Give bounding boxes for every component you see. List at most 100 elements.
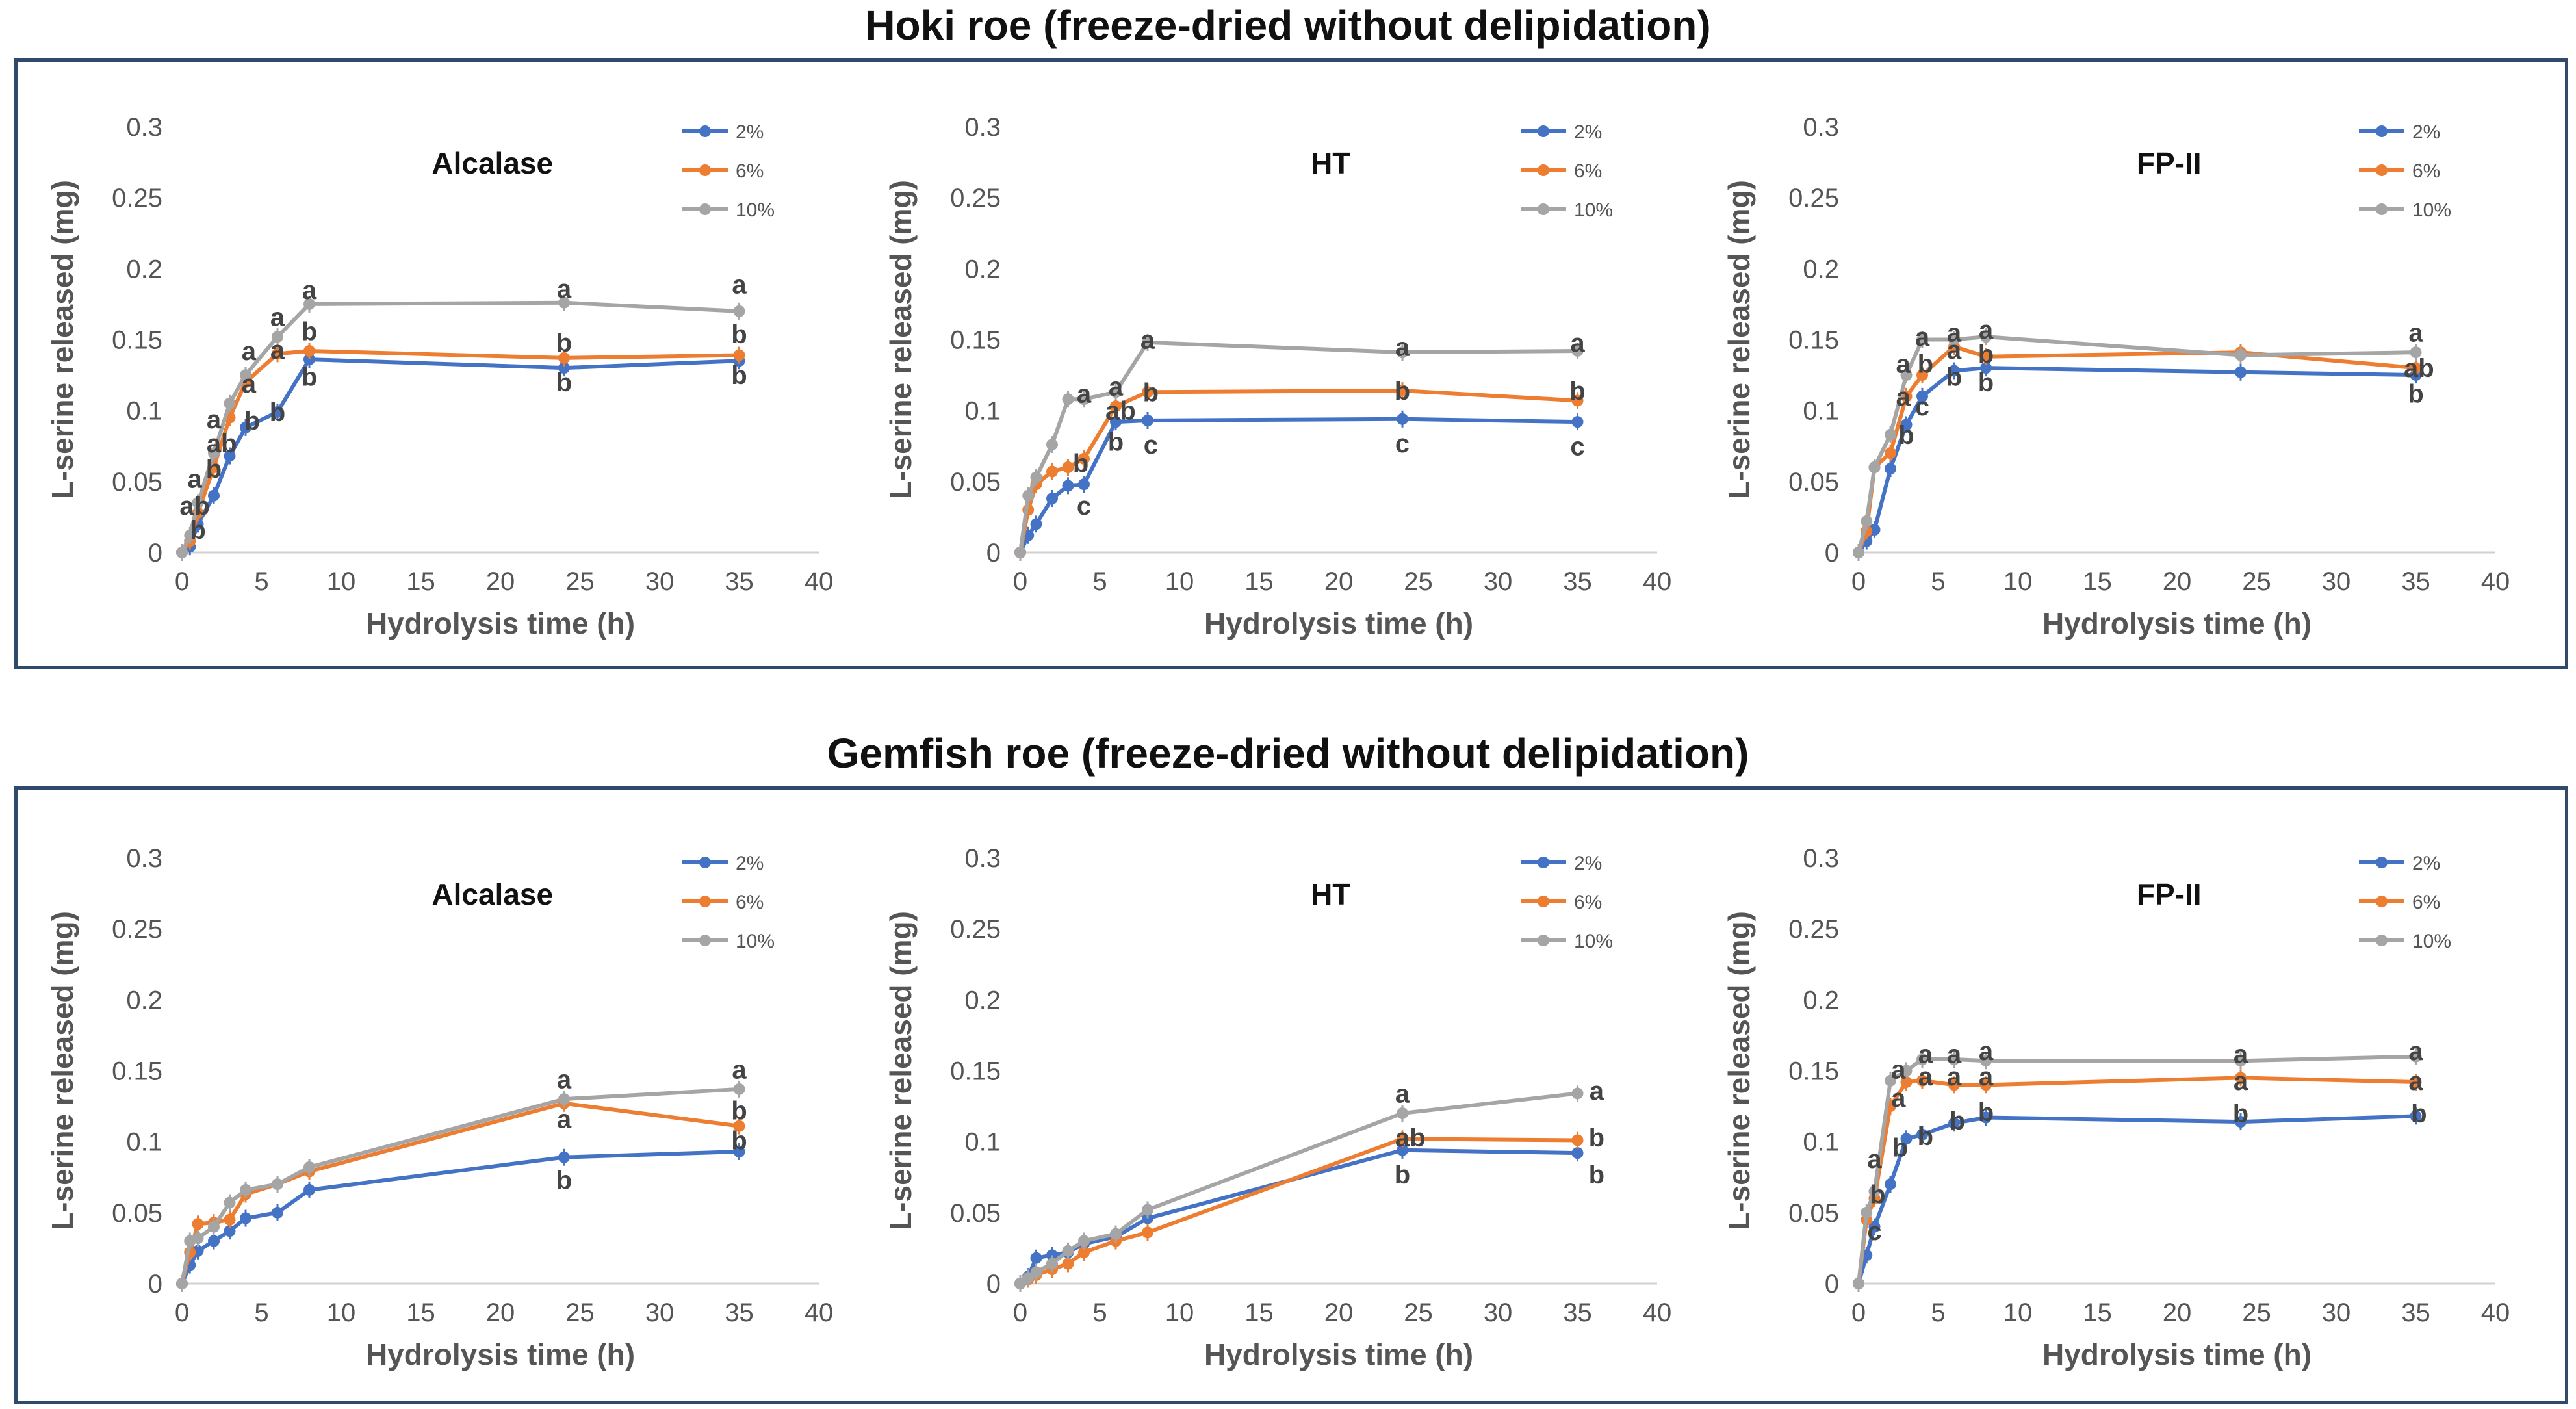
data-point (240, 369, 251, 381)
x-tick-label: 15 (1244, 1299, 1274, 1327)
data-point (2235, 1116, 2247, 1128)
series-line-2pct (1019, 1148, 1578, 1286)
y-tick-label: 0 (986, 1270, 1001, 1299)
significance-label: b (1898, 421, 1914, 450)
data-point (1571, 344, 1584, 357)
data-point (1916, 1074, 1928, 1087)
y-tick-label: 0.1 (1803, 1128, 1839, 1157)
data-point (1868, 1185, 1881, 1198)
data-point (1062, 393, 1074, 406)
series-line-6pct (180, 1101, 740, 1284)
data-point (1142, 1204, 1153, 1216)
x-tick-label: 40 (1643, 567, 1672, 596)
significance-label: b (1918, 350, 1933, 379)
y-tick-label: 0.1 (1803, 397, 1839, 426)
data-point (192, 497, 204, 509)
data-point (1900, 1065, 1913, 1077)
chart-hoki-alcalase: 0 0.05 0.1 0.15 0.2 0.25 0.3 0 5 10 15 20 25 30 35 40 Hy… (45, 113, 834, 640)
legend-marker (1538, 164, 1549, 176)
x-tick-label: 35 (1563, 567, 1592, 596)
y-tick-label: 0.05 (112, 468, 162, 497)
y-tick-label: 0.3 (1803, 844, 1839, 873)
data-point (1885, 1074, 1896, 1087)
significance-label: a (2408, 1037, 2423, 1066)
data-point (303, 1161, 315, 1173)
data-point (1916, 333, 1928, 346)
significance-label: b (556, 329, 572, 357)
significance-label: a (302, 276, 317, 305)
legend-label: 6% (2412, 161, 2440, 182)
significance-label: b (1870, 1180, 1885, 1209)
x-tick-label: 30 (645, 567, 675, 596)
data-point (240, 1212, 251, 1224)
significance-label: b (1395, 1161, 1410, 1189)
data-point (558, 1151, 570, 1163)
section-box-gemfish (14, 786, 2568, 1404)
significance-label: a (1918, 1063, 1933, 1091)
y-tick-label: 0.05 (1788, 1199, 1839, 1228)
y-tick-label: 0 (1825, 539, 1839, 567)
legend-label: 10% (2412, 200, 2451, 221)
significance-label: a (1947, 336, 1962, 365)
y-tick-label: 0.15 (950, 326, 1001, 355)
significance-label: c (1144, 431, 1158, 459)
data-point (1980, 362, 1992, 374)
significance-label: b (244, 407, 260, 435)
significance-label: a (1077, 380, 1092, 408)
data-point (208, 447, 220, 459)
data-point (1142, 1226, 1153, 1239)
y-axis-title: L-serine released (mg) (45, 180, 79, 499)
significance-label: c (1867, 1217, 1881, 1246)
data-point (2410, 1110, 2422, 1122)
data-point (1948, 1054, 1960, 1066)
legend-marker (699, 935, 711, 946)
legend-marker (699, 857, 711, 868)
legend-label: 2% (1574, 853, 1602, 874)
data-point (240, 421, 251, 433)
significance-label: b (556, 368, 572, 397)
significance-label: a (242, 370, 257, 398)
series-line-6pct (180, 348, 740, 554)
significance-label: ab (1105, 397, 1136, 426)
data-point (272, 348, 283, 360)
x-tick-label: 0 (1013, 567, 1027, 596)
data-point (1885, 447, 1896, 459)
significance-label: a (1918, 1040, 1933, 1068)
significance-label: a (242, 337, 257, 366)
data-point (2235, 349, 2247, 361)
legend-marker (1538, 935, 1549, 946)
x-tick-label: 40 (805, 567, 834, 596)
data-point (1078, 478, 1090, 491)
x-tick-label: 20 (2163, 567, 2192, 596)
legend-marker (699, 125, 711, 137)
series-line-2pct (1018, 417, 1578, 554)
significance-label: b (731, 361, 747, 390)
data-point (1916, 369, 1928, 381)
y-tick-label: 0.3 (126, 113, 162, 142)
significance-label: a (1395, 1079, 1410, 1108)
data-point (1571, 1087, 1584, 1100)
x-tick-label: 5 (1931, 567, 1945, 596)
significance-label: b (731, 320, 747, 349)
significance-label: a (207, 406, 222, 434)
significance-label: c (1570, 432, 1584, 461)
data-point (1885, 1178, 1896, 1191)
data-point (1868, 461, 1881, 473)
y-tick-label: 0.05 (950, 468, 1001, 497)
significance-label: b (1918, 1122, 1933, 1151)
significance-label: b (1073, 449, 1088, 478)
data-point (1980, 350, 1992, 363)
data-point (1900, 369, 1913, 381)
data-point (1571, 416, 1584, 428)
data-point (2235, 1072, 2247, 1084)
significance-label: b (302, 317, 317, 346)
data-point (1571, 394, 1584, 407)
data-point (192, 1218, 204, 1230)
data-point (176, 1278, 188, 1289)
significance-label: b (2408, 380, 2423, 408)
legend-label: 6% (1574, 161, 1602, 182)
significance-label: b (556, 1167, 572, 1195)
data-point (1980, 1079, 1992, 1091)
significance-label: a (270, 304, 285, 332)
x-tick-label: 25 (2242, 1299, 2271, 1327)
